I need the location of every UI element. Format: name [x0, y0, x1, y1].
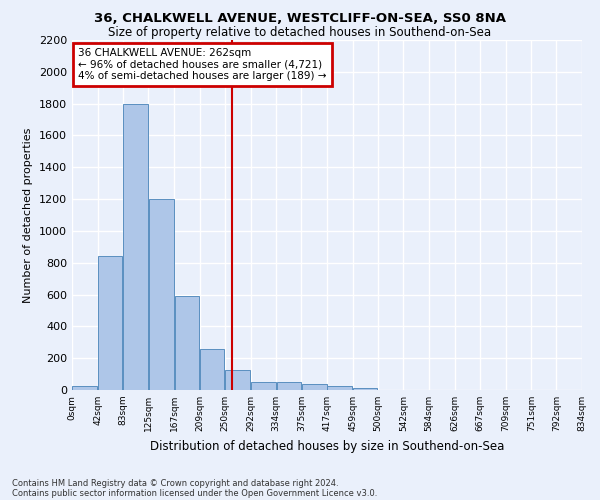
- Text: Contains public sector information licensed under the Open Government Licence v3: Contains public sector information licen…: [12, 488, 377, 498]
- Bar: [73, 386, 97, 390]
- Bar: [98, 256, 122, 390]
- Bar: [328, 386, 352, 390]
- Text: 36 CHALKWELL AVENUE: 262sqm
← 96% of detached houses are smaller (4,721)
4% of s: 36 CHALKWELL AVENUE: 262sqm ← 96% of det…: [78, 48, 326, 81]
- Bar: [251, 382, 276, 390]
- Bar: [302, 384, 326, 390]
- Text: 36, CHALKWELL AVENUE, WESTCLIFF-ON-SEA, SS0 8NA: 36, CHALKWELL AVENUE, WESTCLIFF-ON-SEA, …: [94, 12, 506, 26]
- Bar: [277, 382, 301, 390]
- Text: Size of property relative to detached houses in Southend-on-Sea: Size of property relative to detached ho…: [109, 26, 491, 39]
- Bar: [149, 199, 173, 390]
- X-axis label: Distribution of detached houses by size in Southend-on-Sea: Distribution of detached houses by size …: [150, 440, 504, 452]
- Bar: [123, 104, 148, 390]
- Bar: [175, 296, 199, 390]
- Text: Contains HM Land Registry data © Crown copyright and database right 2024.: Contains HM Land Registry data © Crown c…: [12, 478, 338, 488]
- Bar: [226, 370, 250, 390]
- Bar: [353, 388, 377, 390]
- Y-axis label: Number of detached properties: Number of detached properties: [23, 128, 34, 302]
- Bar: [200, 348, 224, 390]
